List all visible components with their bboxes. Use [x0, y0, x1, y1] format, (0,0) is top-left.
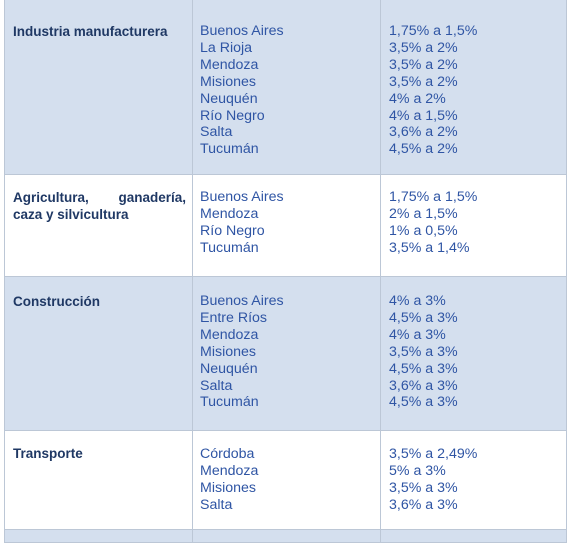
rate-value: 3,5% a 2%: [389, 56, 458, 73]
province-list: Córdoba Mendoza Misiones Salta: [193, 446, 380, 514]
rate-list: 3,5% a 2,49% 5% a 3% 3,5% a 3% 3,6% a 3%: [381, 446, 566, 514]
rate-value: 3,5% a 2,49%: [389, 446, 478, 462]
provinces-cell: Buenos Aires Mendoza Río Negro Tucumán: [192, 174, 381, 277]
sector-name: Agricultura, ganadería, caza y silvicult…: [13, 190, 186, 222]
provinces-cell: Córdoba Mendoza Misiones Salta: [192, 430, 381, 530]
rate-value: 4,5% a 2%: [389, 141, 458, 158]
province-name: Mendoza: [200, 326, 259, 343]
table-row: Industria manufacturera Buenos Aires La R…: [4, 0, 567, 175]
provinces-cell: Buenos Aires La Rioja Mendoza Misiones Neuqu…: [192, 0, 381, 175]
province-name: Córdoba: [200, 446, 255, 462]
province-name: Misiones: [200, 73, 256, 90]
rates-cell: 3,5% a 2,49% 5% a 3% 3,5% a 3% 3,6% a 3%: [380, 430, 567, 530]
rate-value: 2% a 1,5%: [389, 205, 458, 222]
rate-value: 1,75% a 1,5%: [389, 23, 478, 39]
rate-value: 3,6% a 2%: [389, 124, 458, 141]
rate-value: 4% a 1,5%: [389, 107, 458, 124]
province-list: Buenos Aires La Rioja Mendoza Misiones Neuqu…: [193, 23, 380, 158]
table-row: Agricultura, ganadería, caza y silvicult…: [4, 174, 567, 277]
province-name: Misiones: [200, 479, 256, 496]
sector-name: Transporte: [13, 446, 83, 461]
rate-value: 3,5% a 2%: [389, 73, 458, 90]
province-name: Tucumán: [200, 141, 259, 158]
tax-rates-table: Industria manufacturera Buenos Aires La R…: [4, 0, 567, 543]
sector-cell: Agricultura, ganadería, caza y silvicult…: [4, 174, 193, 277]
rate-value: 3,6% a 3%: [389, 496, 458, 513]
sector-name: Industria manufacturera: [13, 24, 168, 39]
province-name: Misiones: [200, 343, 256, 360]
province-name: Buenos Aires: [200, 189, 284, 205]
province-name: Tucumán: [200, 394, 259, 411]
province-name: Buenos Aires: [200, 293, 284, 309]
rates-cell: 1,75% a 1,5% 3,5% a 2% 3,5% a 2% 3,5% a 2% 4…: [380, 0, 567, 175]
province-name: Mendoza: [200, 205, 259, 222]
province-list: Buenos Aires Entre Ríos Mendoza Misiones Neu…: [193, 293, 380, 411]
rate-value: 3,5% a 3%: [389, 479, 458, 496]
province-name: Río Negro: [200, 222, 265, 239]
province-name: Salta: [200, 496, 233, 513]
sector-cell: Construcción: [4, 276, 193, 431]
rate-value: 4% a 2%: [389, 90, 446, 107]
province-name: Mendoza: [200, 56, 259, 73]
rate-list: 1,75% a 1,5% 2% a 1,5% 1% a 0,5% 3,5% a 1,4…: [381, 189, 566, 257]
sector-cell: Industria manufacturera: [4, 0, 193, 175]
province-name: La Rioja: [200, 39, 253, 56]
province-name: Neuquén: [200, 90, 258, 107]
provinces-cell: Buenos Aires Entre Ríos Mendoza Misiones Neu…: [192, 276, 381, 431]
rate-value: 1,75% a 1,5%: [389, 189, 478, 205]
rates-cell: [380, 529, 567, 543]
rate-value: 4,5% a 3%: [389, 309, 458, 326]
rate-list: 1,75% a 1,5% 3,5% a 2% 3,5% a 2% 3,5% a 2% 4…: [381, 23, 566, 158]
sector-name: Construcción: [13, 294, 101, 309]
table-row: Transporte Córdoba Mendoza Misiones Salta 3…: [4, 430, 567, 530]
province-name: Entre Ríos: [200, 309, 268, 326]
province-name: Salta: [200, 377, 233, 394]
sector-cell: [4, 529, 193, 543]
province-name: Salta: [200, 124, 233, 141]
rate-value: 4,5% a 3%: [389, 360, 458, 377]
rate-value: 4% a 3%: [389, 293, 446, 309]
rate-list: 4% a 3% 4,5% a 3% 4% a 3% 3,5% a 3% 4,5% a 3…: [381, 293, 566, 411]
sector-cell: Transporte: [4, 430, 193, 530]
rate-value: 5% a 3%: [389, 462, 446, 479]
rate-value: 3,5% a 1,4%: [389, 239, 470, 256]
province-name: Neuquén: [200, 360, 258, 377]
rates-cell: 1,75% a 1,5% 2% a 1,5% 1% a 0,5% 3,5% a 1,4…: [380, 174, 567, 277]
province-list: Buenos Aires Mendoza Río Negro Tucumán: [193, 189, 380, 257]
province-name: Buenos Aires: [200, 23, 284, 39]
province-name: Mendoza: [200, 462, 259, 479]
rate-value: 3,5% a 3%: [389, 343, 458, 360]
table-row: Construcción Buenos Aires Entre Ríos Mendo…: [4, 276, 567, 431]
province-name: Tucumán: [200, 239, 259, 256]
provinces-cell: [192, 529, 381, 543]
table-row-partial: [4, 529, 567, 543]
rates-cell: 4% a 3% 4,5% a 3% 4% a 3% 3,5% a 3% 4,5% a 3…: [380, 276, 567, 431]
rate-value: 4,5% a 3%: [389, 394, 458, 411]
rate-value: 3,5% a 2%: [389, 39, 458, 56]
province-name: Río Negro: [200, 107, 265, 124]
rate-value: 3,6% a 3%: [389, 377, 458, 394]
rate-value: 1% a 0,5%: [389, 222, 458, 239]
rate-value: 4% a 3%: [389, 326, 446, 343]
